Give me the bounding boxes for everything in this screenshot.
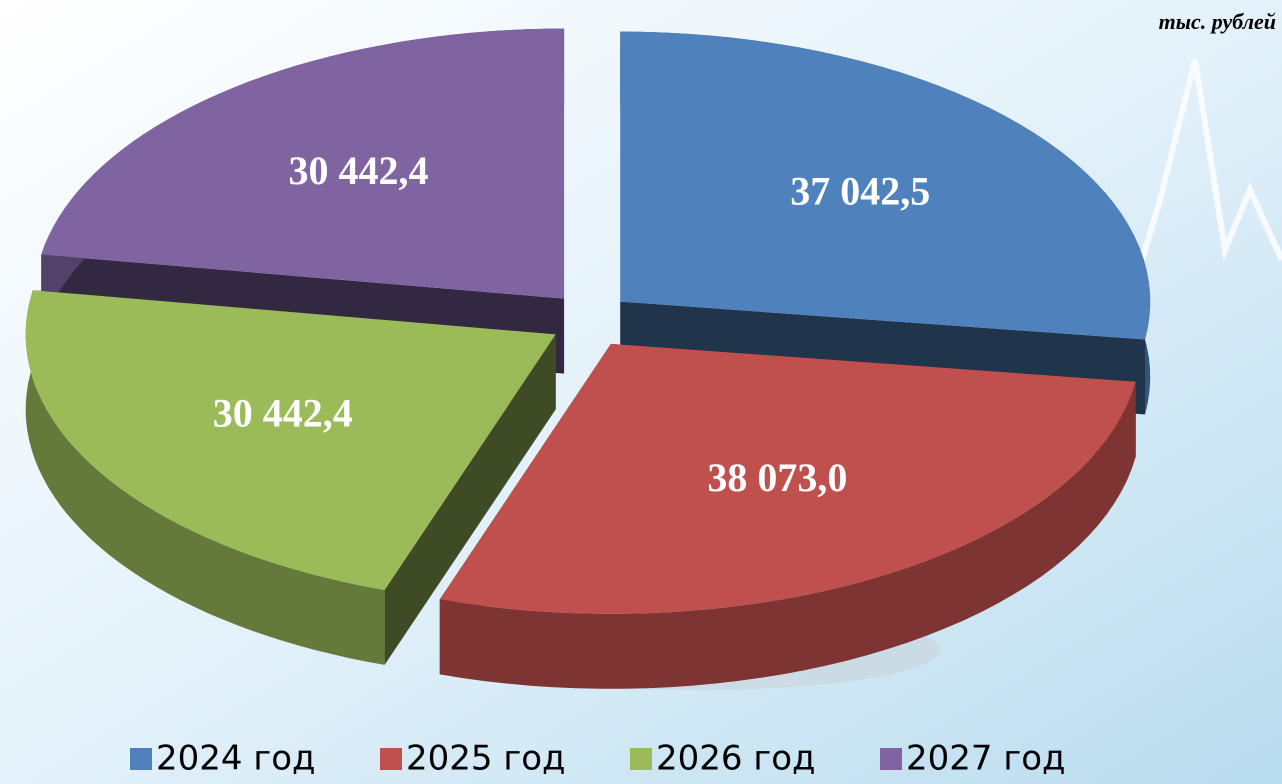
value-label: 37 042,5 xyxy=(790,169,930,214)
chart: тыс. рублей 37 042,5 38 073,0 30 442,4 30 4… xyxy=(0,0,1282,784)
legend-marker xyxy=(130,748,152,770)
legend-marker xyxy=(380,748,402,770)
page: тыс. рублей 37 042,5 38 073,0 30 442,4 30 4… xyxy=(0,0,1282,784)
legend-label: 2025 год xyxy=(406,739,566,779)
subtitle: тыс. рублей xyxy=(1159,9,1276,34)
legend-marker xyxy=(880,748,902,770)
legend-label: 2027 год xyxy=(906,739,1066,779)
legend-label: 2024 год xyxy=(156,739,316,779)
legend-label: 2026 год xyxy=(656,739,816,779)
legend-marker xyxy=(630,748,652,770)
value-label: 30 442,4 xyxy=(213,391,353,436)
value-label: 30 442,4 xyxy=(288,148,428,193)
value-label: 38 073,0 xyxy=(707,455,847,500)
